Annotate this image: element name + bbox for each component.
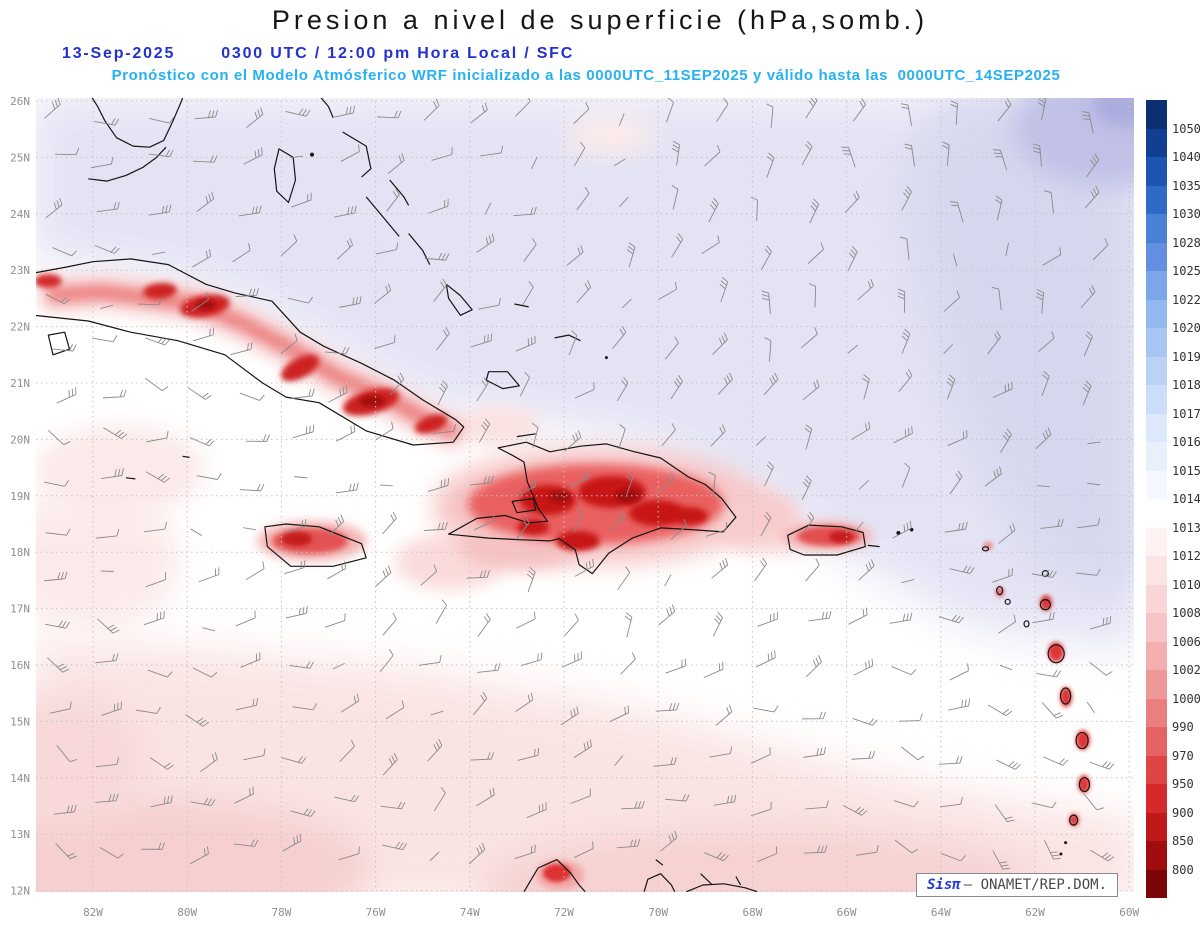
- colorbar-label: 1006: [1172, 634, 1200, 649]
- lon-tick-label: 80W: [177, 906, 197, 919]
- colorbar-segment: [1146, 812, 1167, 841]
- lon-axis-labels: 82W 80W 78W 76W 74W 72W 70W 68W 66W 64W 62W 60W: [83, 906, 1139, 919]
- colorbar-label: 1022: [1172, 292, 1200, 307]
- colorbar-label: 1030: [1172, 207, 1200, 221]
- colorbar-label: 800: [1172, 862, 1194, 877]
- lat-tick-label: 22N: [10, 321, 30, 334]
- colorbar-label: 1035: [1172, 178, 1200, 193]
- datetime-line: 13-Sep-2025 0300 UTC / 12:00 pm Hora Loca…: [62, 45, 574, 63]
- colorbar-label: 1012: [1172, 549, 1200, 563]
- lat-tick-label: 16N: [10, 659, 30, 672]
- lat-tick-label: 13N: [10, 828, 30, 841]
- colorbar-label: 1010: [1172, 577, 1200, 592]
- colorbar-segment: [1146, 869, 1167, 898]
- colorbar-label: 1002: [1172, 663, 1200, 677]
- forecast-time: 0300 UTC / 12:00 pm Hora Local / SFC: [221, 45, 575, 62]
- pressure-shading: [36, 98, 1134, 892]
- colorbar-label: 1014: [1172, 492, 1200, 506]
- colorbar-segment: [1146, 442, 1167, 471]
- colorbar-segment: [1146, 584, 1167, 613]
- colorbar-label: 1019: [1172, 349, 1200, 364]
- credit-text: – ONAMET/REP.DOM.: [963, 877, 1108, 893]
- lat-tick-label: 20N: [10, 433, 30, 446]
- lon-tick-label: 78W: [271, 906, 291, 919]
- lat-tick-label: 24N: [10, 208, 30, 221]
- colorbar-label: 900: [1172, 805, 1194, 820]
- colorbar-segment: [1146, 413, 1167, 442]
- colorbar-label: 1018: [1172, 378, 1200, 392]
- lat-axis-labels: 26N 25N 24N 23N 22N 21N 20N 19N 18N 17N 16N 15N 14N 1…: [10, 95, 30, 898]
- colorbar-label: 1020: [1172, 321, 1200, 335]
- lon-tick-label: 68W: [742, 906, 762, 919]
- colorbar-segment: [1146, 128, 1167, 157]
- colorbar: [1146, 100, 1167, 898]
- colorbar-segment: [1146, 214, 1167, 243]
- colorbar-segment: [1146, 271, 1167, 300]
- model-info-line: Pronóstico con el Modelo Atmósferico WRF…: [111, 67, 1061, 84]
- colorbar-label: 1017: [1172, 406, 1200, 421]
- colorbar-segment: [1146, 698, 1167, 727]
- lat-tick-label: 26N: [10, 95, 30, 108]
- lat-tick-label: 17N: [10, 603, 30, 616]
- lat-tick-label: 21N: [10, 377, 30, 390]
- colorbar-label: 1016: [1172, 435, 1200, 449]
- lon-tick-label: 74W: [460, 906, 480, 919]
- colorbar-segment: [1146, 613, 1167, 642]
- colorbar-segment: [1146, 784, 1167, 813]
- page-title: Presion a nivel de superficie (hPa,somb.…: [271, 5, 929, 35]
- colorbar-segment: [1146, 185, 1167, 214]
- lon-tick-label: 60W: [1119, 906, 1139, 919]
- colorbar-segment: [1146, 556, 1167, 585]
- credit-brand: Sisπ: [927, 877, 961, 893]
- colorbar-label: 1028: [1172, 235, 1200, 250]
- lat-tick-label: 12N: [10, 885, 30, 898]
- lat-tick-label: 25N: [10, 151, 30, 164]
- lat-tick-label: 23N: [10, 264, 30, 277]
- grid-lines: [36, 100, 1133, 892]
- colorbar-segment: [1146, 670, 1167, 699]
- coastlines: [36, 98, 1091, 892]
- credit-box: Sisπ – ONAMET/REP.DOM.: [916, 873, 1119, 897]
- lon-tick-label: 76W: [366, 906, 386, 919]
- colorbar-segment: [1146, 470, 1167, 499]
- colorbar-segment: [1146, 499, 1167, 528]
- lon-tick-label: 66W: [837, 906, 857, 919]
- wind-barbs: [44, 98, 1115, 870]
- lon-tick-label: 82W: [83, 906, 103, 919]
- lat-tick-label: 19N: [10, 490, 30, 503]
- colorbar-label: 950: [1172, 777, 1194, 791]
- forecast-date: 13-Sep-2025: [62, 45, 176, 62]
- colorbar-label: 990: [1172, 720, 1194, 734]
- colorbar-segment: [1146, 527, 1167, 556]
- colorbar-label: 1040: [1172, 150, 1200, 164]
- colorbar-label: 1015: [1172, 463, 1200, 478]
- colorbar-segment: [1146, 727, 1167, 756]
- colorbar-segment: [1146, 356, 1167, 385]
- colorbar-segment: [1146, 299, 1167, 328]
- lat-tick-label: 15N: [10, 715, 30, 728]
- colorbar-segment: [1146, 641, 1167, 670]
- colorbar-label: 1050: [1172, 121, 1200, 136]
- colorbar-label: 850: [1172, 834, 1194, 848]
- colorbar-segment: [1146, 242, 1167, 271]
- lon-tick-label: 70W: [648, 906, 668, 919]
- lat-tick-label: 14N: [10, 772, 30, 785]
- colorbar-segment: [1146, 328, 1167, 357]
- lat-tick-label: 18N: [10, 546, 30, 559]
- colorbar-segment: [1146, 385, 1167, 414]
- colorbar-label: 970: [1172, 748, 1194, 763]
- colorbar-label: 1025: [1172, 264, 1200, 278]
- colorbar-segment: [1146, 157, 1167, 186]
- lon-tick-label: 72W: [554, 906, 574, 919]
- colorbar-label: 1013: [1172, 520, 1200, 535]
- colorbar-label: 1000: [1172, 691, 1200, 706]
- lon-tick-label: 62W: [1025, 906, 1045, 919]
- lon-tick-label: 64W: [931, 906, 951, 919]
- colorbar-segment: [1146, 755, 1167, 784]
- colorbar-label: 1008: [1172, 606, 1200, 620]
- colorbar-segment: [1146, 841, 1167, 870]
- colorbar-segment: [1146, 100, 1167, 129]
